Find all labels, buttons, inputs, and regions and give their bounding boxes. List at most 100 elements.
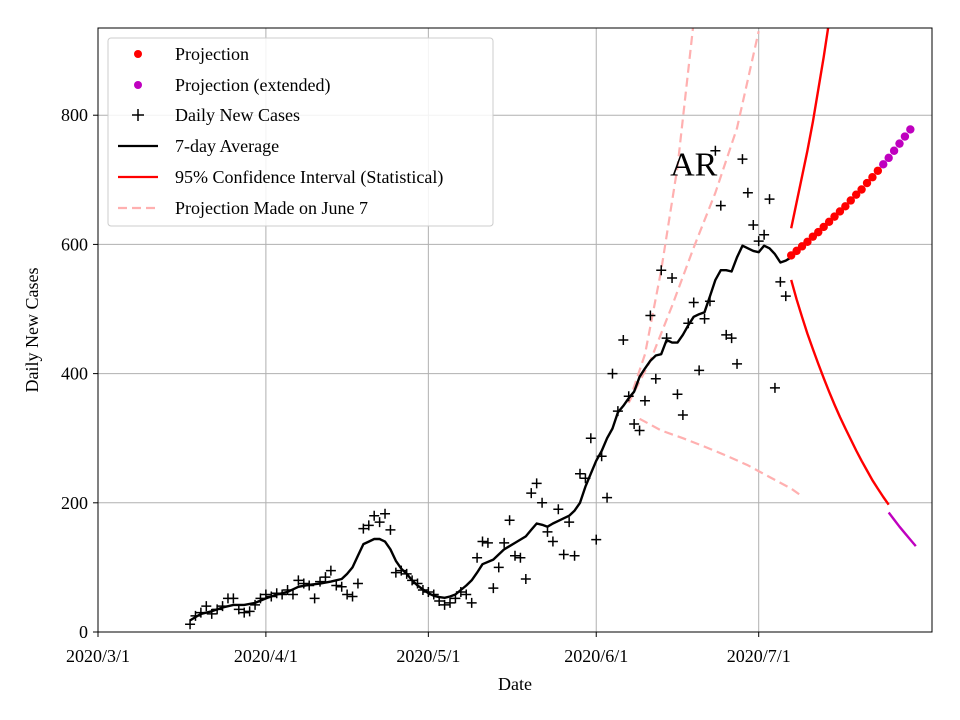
- point-projection: [873, 166, 883, 175]
- point-daily-new-cases: [352, 578, 363, 589]
- point-daily-new-cases: [688, 297, 699, 308]
- point-daily-new-cases: [212, 604, 223, 615]
- series-confidence-interval-extended: [887, 511, 917, 547]
- point-daily-new-cases: [271, 588, 282, 599]
- point-projection: [824, 217, 834, 226]
- point-daily-new-cases: [342, 589, 353, 600]
- point-daily-new-cases: [195, 607, 206, 618]
- point-daily-new-cases: [629, 418, 640, 429]
- point-daily-new-cases: [298, 578, 309, 589]
- point-daily-new-cases: [769, 382, 780, 393]
- point-daily-new-cases: [753, 236, 764, 247]
- point-daily-new-cases: [250, 599, 261, 610]
- point-projection: [846, 196, 855, 205]
- point-daily-new-cases: [358, 523, 369, 534]
- axes: 2020/3/1 2020/4/1 2020/5/1 2020/6/1 2020/7/1…: [61, 105, 791, 666]
- point-projection-extended: [889, 146, 899, 155]
- point-daily-new-cases: [233, 604, 244, 615]
- point-daily-new-cases: [553, 504, 564, 515]
- point-daily-new-cases: [201, 601, 212, 612]
- point-daily-new-cases: [304, 580, 315, 591]
- point-daily-new-cases: [255, 593, 266, 604]
- point-projection: [814, 227, 823, 237]
- legend-label-confidence-interval: 95% Confidence Interval (Statistical): [175, 167, 443, 188]
- point-daily-new-cases: [574, 468, 585, 479]
- annotation-ar: AR: [670, 147, 718, 184]
- point-daily-new-cases: [347, 591, 358, 602]
- plot-frame: [97, 27, 933, 633]
- point-projection: [841, 202, 850, 211]
- point-daily-new-cases: [390, 567, 401, 578]
- y-tick-label: 400: [61, 364, 88, 384]
- point-daily-new-cases: [499, 537, 510, 548]
- point-daily-new-cases: [656, 265, 667, 276]
- point-daily-new-cases: [190, 610, 201, 621]
- legend-label-7-day-average: 7-day Average: [175, 136, 279, 156]
- point-daily-new-cases: [504, 515, 515, 526]
- point-daily-new-cases: [482, 537, 493, 548]
- legend-box: [107, 37, 494, 227]
- point-projection-extended: [884, 153, 893, 163]
- point-daily-new-cases: [596, 451, 607, 462]
- point-daily-new-cases: [634, 425, 645, 436]
- point-daily-new-cases: [260, 589, 271, 600]
- legend-markers: [118, 50, 158, 210]
- point-daily-new-cases: [520, 574, 531, 585]
- point-projection-extended: [900, 132, 910, 141]
- point-daily-new-cases: [537, 497, 548, 508]
- point-daily-new-cases: [450, 593, 461, 604]
- point-daily-new-cases: [239, 607, 250, 618]
- series-95-confidence-interval-statistical-lower: [790, 279, 890, 506]
- y-tick-label: 200: [61, 493, 88, 513]
- point-daily-new-cases: [380, 508, 391, 519]
- point-daily-new-cases: [721, 329, 732, 340]
- legend-label-daily-new-cases: Daily New Cases: [175, 105, 300, 125]
- point-daily-new-cases: [407, 575, 418, 586]
- point-daily-new-cases: [645, 310, 656, 321]
- point-projection-extended: [906, 125, 915, 134]
- point-daily-new-cases: [488, 583, 499, 594]
- legend-label-projection-june-7: Projection Made on June 7: [175, 198, 368, 218]
- point-daily-new-cases: [445, 597, 456, 608]
- x-tick-label: 2020/3/1: [66, 646, 130, 666]
- legend: Projection Projection (extended) Daily N…: [107, 37, 494, 227]
- y-tick-label: 800: [61, 105, 88, 125]
- point-daily-new-cases: [434, 595, 445, 606]
- point-daily-new-cases: [623, 391, 634, 402]
- point-daily-new-cases: [336, 581, 347, 592]
- point-daily-new-cases: [715, 200, 726, 211]
- point-daily-new-cases: [282, 585, 293, 596]
- point-daily-new-cases: [704, 296, 715, 307]
- point-daily-new-cases: [228, 593, 239, 604]
- point-daily-new-cases: [325, 565, 336, 576]
- point-daily-new-cases: [742, 187, 753, 198]
- point-daily-new-cases: [585, 433, 596, 444]
- point-daily-new-cases: [369, 510, 380, 521]
- point-daily-new-cases: [396, 565, 407, 576]
- point-daily-new-cases: [602, 492, 613, 503]
- point-daily-new-cases: [775, 276, 786, 287]
- series-7-day-average: [189, 244, 792, 622]
- x-tick-label: 2020/4/1: [234, 646, 298, 666]
- point-daily-new-cases: [639, 395, 650, 406]
- point-projection: [803, 237, 812, 247]
- point-daily-new-cases: [477, 536, 488, 547]
- point-daily-new-cases: [287, 589, 298, 600]
- point-daily-new-cases: [677, 409, 688, 420]
- point-daily-new-cases: [591, 534, 602, 545]
- point-daily-new-cases: [672, 389, 683, 400]
- point-daily-new-cases: [309, 593, 320, 604]
- legend-label-projection-extended: Projection (extended): [175, 75, 330, 96]
- x-tick-label: 2020/6/1: [564, 646, 628, 666]
- point-daily-new-cases: [510, 550, 520, 561]
- point-daily-new-cases: [423, 586, 434, 597]
- point-daily-new-cases: [726, 333, 737, 344]
- point-daily-new-cases: [185, 619, 196, 630]
- point-projection: [819, 222, 828, 232]
- point-daily-new-cases: [206, 608, 217, 619]
- point-daily-new-cases: [732, 358, 743, 369]
- point-daily-new-cases: [542, 526, 553, 537]
- point-daily-new-cases: [331, 580, 342, 591]
- point-daily-new-cases: [401, 568, 412, 579]
